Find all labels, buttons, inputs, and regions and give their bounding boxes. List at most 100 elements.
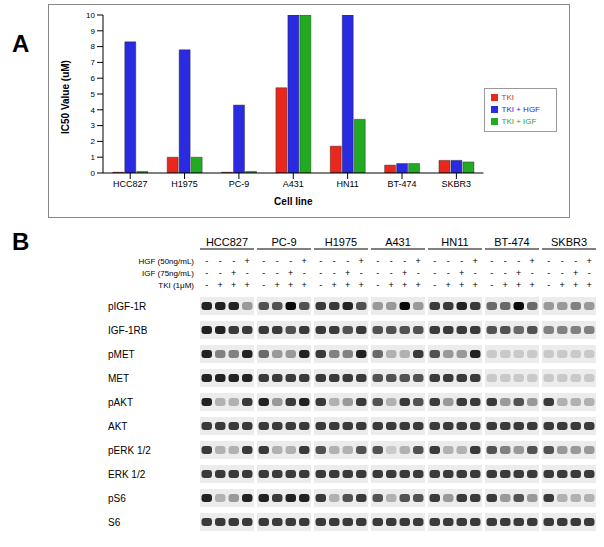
svg-text:+: + bbox=[587, 280, 592, 290]
svg-text:HGF (50ng/mL): HGF (50ng/mL) bbox=[138, 257, 194, 266]
svg-text:SKBR3: SKBR3 bbox=[442, 179, 472, 189]
svg-text:A431: A431 bbox=[385, 236, 411, 248]
svg-text:8: 8 bbox=[91, 42, 96, 51]
svg-text:+: + bbox=[473, 256, 478, 266]
svg-text:+: + bbox=[245, 280, 250, 290]
svg-text:pS6: pS6 bbox=[108, 493, 126, 504]
svg-text:+: + bbox=[459, 280, 464, 290]
svg-text:-: - bbox=[376, 256, 379, 266]
svg-text:-: - bbox=[504, 256, 507, 266]
svg-text:PC-9: PC-9 bbox=[271, 236, 296, 248]
svg-text:-: - bbox=[433, 256, 436, 266]
svg-text:-: - bbox=[319, 256, 322, 266]
svg-text:-: - bbox=[447, 256, 450, 266]
svg-text:-: - bbox=[490, 280, 493, 290]
svg-text:pIGF-1R: pIGF-1R bbox=[108, 301, 146, 312]
svg-text:BT-474: BT-474 bbox=[387, 179, 416, 189]
svg-text:-: - bbox=[333, 256, 336, 266]
svg-text:-: - bbox=[574, 256, 577, 266]
svg-text:-: - bbox=[276, 256, 279, 266]
svg-text:10: 10 bbox=[86, 11, 95, 20]
svg-text:-: - bbox=[490, 268, 493, 278]
svg-text:-: - bbox=[390, 268, 393, 278]
svg-text:HN11: HN11 bbox=[441, 236, 468, 248]
svg-text:-: - bbox=[262, 268, 265, 278]
svg-text:H1975: H1975 bbox=[171, 179, 198, 189]
svg-text:+: + bbox=[516, 280, 521, 290]
svg-text:-: - bbox=[517, 256, 520, 266]
svg-text:-: - bbox=[205, 268, 208, 278]
svg-text:4: 4 bbox=[91, 106, 96, 115]
svg-text:-: - bbox=[262, 280, 265, 290]
svg-text:MET: MET bbox=[108, 373, 129, 384]
svg-text:-: - bbox=[319, 280, 322, 290]
svg-text:+: + bbox=[332, 280, 337, 290]
svg-text:-: - bbox=[531, 268, 534, 278]
svg-text:+: + bbox=[218, 280, 223, 290]
svg-text:HN11: HN11 bbox=[336, 179, 358, 189]
svg-text:-: - bbox=[547, 268, 550, 278]
svg-text:+: + bbox=[530, 256, 535, 266]
svg-text:+: + bbox=[231, 280, 236, 290]
svg-text:+: + bbox=[473, 280, 478, 290]
svg-text:+: + bbox=[446, 280, 451, 290]
svg-text:+: + bbox=[402, 268, 407, 278]
svg-text:IGF (75ng/mL): IGF (75ng/mL) bbox=[142, 269, 194, 278]
svg-text:+: + bbox=[275, 280, 280, 290]
svg-text:-: - bbox=[232, 256, 235, 266]
svg-text:ERK 1/2: ERK 1/2 bbox=[108, 469, 146, 480]
svg-text:+: + bbox=[288, 268, 293, 278]
svg-text:+: + bbox=[359, 256, 364, 266]
svg-text:-: - bbox=[504, 268, 507, 278]
svg-text:6: 6 bbox=[91, 74, 96, 83]
svg-text:pERK 1/2: pERK 1/2 bbox=[108, 445, 151, 456]
svg-text:-: - bbox=[346, 256, 349, 266]
svg-text:-: - bbox=[262, 256, 265, 266]
svg-text:TKI (1μM): TKI (1μM) bbox=[158, 281, 194, 290]
svg-text:-: - bbox=[433, 268, 436, 278]
svg-text:-: - bbox=[360, 268, 363, 278]
svg-text:-: - bbox=[319, 268, 322, 278]
svg-text:1: 1 bbox=[91, 153, 96, 162]
svg-text:-: - bbox=[205, 280, 208, 290]
svg-text:+: + bbox=[503, 280, 508, 290]
svg-text:H1975: H1975 bbox=[325, 236, 357, 248]
svg-text:AKT: AKT bbox=[108, 421, 127, 432]
svg-text:-: - bbox=[561, 256, 564, 266]
svg-text:+: + bbox=[302, 280, 307, 290]
svg-text:0: 0 bbox=[91, 169, 96, 178]
svg-text:pAKT: pAKT bbox=[108, 397, 133, 408]
svg-text:HCC827: HCC827 bbox=[206, 236, 248, 248]
svg-text:+: + bbox=[560, 280, 565, 290]
svg-text:3: 3 bbox=[91, 121, 96, 130]
svg-text:pMET: pMET bbox=[108, 349, 135, 360]
svg-text:-: - bbox=[433, 280, 436, 290]
svg-text:-: - bbox=[376, 280, 379, 290]
svg-text:-: - bbox=[333, 268, 336, 278]
svg-text:+: + bbox=[416, 256, 421, 266]
svg-text:-: - bbox=[588, 268, 591, 278]
svg-text:-: - bbox=[474, 268, 477, 278]
svg-text:-: - bbox=[219, 268, 222, 278]
svg-text:+: + bbox=[516, 268, 521, 278]
svg-text:SKBR3: SKBR3 bbox=[551, 236, 587, 248]
svg-text:-: - bbox=[490, 256, 493, 266]
svg-text:-: - bbox=[376, 268, 379, 278]
svg-text:+: + bbox=[587, 256, 592, 266]
svg-text:+: + bbox=[402, 280, 407, 290]
svg-text:-: - bbox=[219, 256, 222, 266]
svg-text:Cell line: Cell line bbox=[274, 196, 313, 207]
svg-text:2: 2 bbox=[91, 137, 96, 146]
svg-text:-: - bbox=[303, 268, 306, 278]
svg-text:9: 9 bbox=[91, 27, 96, 36]
svg-text:+: + bbox=[530, 280, 535, 290]
svg-text:+: + bbox=[573, 268, 578, 278]
svg-text:-: - bbox=[276, 268, 279, 278]
svg-text:-: - bbox=[390, 256, 393, 266]
svg-text:-: - bbox=[205, 256, 208, 266]
svg-text:-: - bbox=[460, 256, 463, 266]
svg-text:-: - bbox=[289, 256, 292, 266]
svg-text:PC-9: PC-9 bbox=[229, 179, 250, 189]
svg-text:-: - bbox=[547, 256, 550, 266]
svg-text:HCC827: HCC827 bbox=[113, 179, 148, 189]
